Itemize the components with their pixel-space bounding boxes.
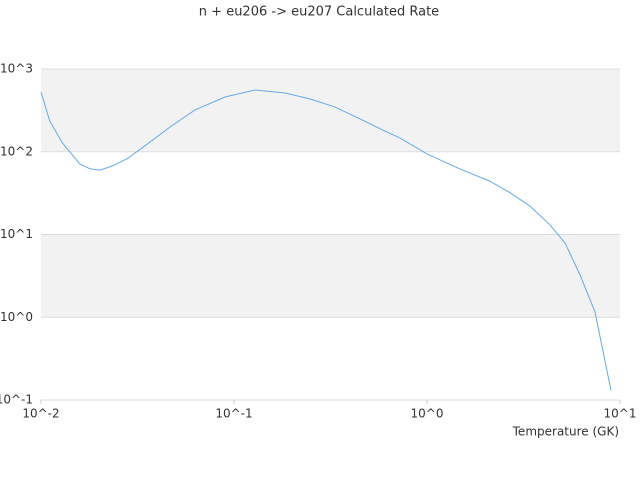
x-tick-label: 10^0 — [411, 407, 444, 421]
x-tick-label: 10^-1 — [215, 407, 252, 421]
x-tick-label: 10^1 — [604, 407, 637, 421]
grid-band — [41, 69, 620, 152]
y-tick-label: 10^3 — [0, 62, 33, 76]
y-tick-label: 10^-1 — [0, 393, 33, 407]
x-axis-label: Temperature (GK) — [512, 425, 619, 439]
y-tick-label: 10^1 — [0, 227, 33, 241]
plot-background — [41, 69, 620, 318]
chart-title: n + eu206 -> eu207 Calculated Rate — [199, 5, 439, 20]
x-tick-label: 10^-2 — [22, 407, 59, 421]
grid-band — [41, 234, 620, 318]
data-line — [40, 89, 612, 391]
y-tick-label: 10^2 — [0, 144, 33, 158]
y-tick-label: 10^0 — [0, 310, 33, 324]
